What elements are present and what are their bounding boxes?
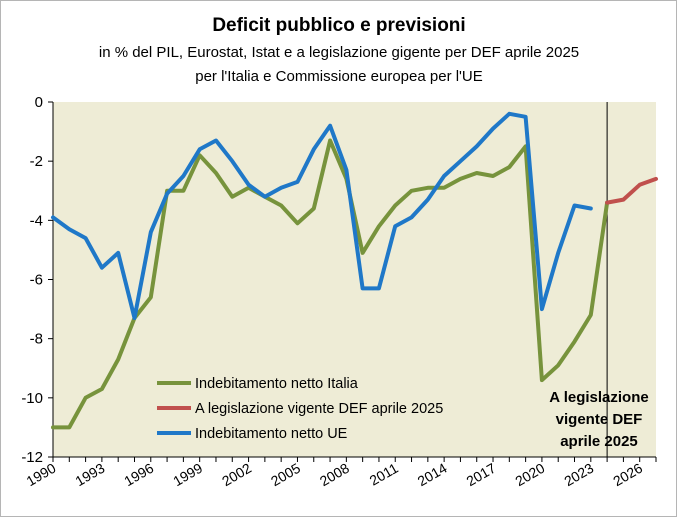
x-tick-label: 1993 xyxy=(72,460,107,490)
legend: Indebitamento netto Italia A legislazion… xyxy=(157,376,443,442)
x-tick-label: 2020 xyxy=(512,460,547,490)
y-tick-label: 0 xyxy=(35,94,43,111)
y-tick-label: -8 xyxy=(30,331,43,348)
y-tick-label: -10 xyxy=(21,390,43,407)
x-tick-label: 2014 xyxy=(415,460,450,490)
chart-subtitle-line-2: per l'Italia e Commissione europea per l… xyxy=(195,68,483,85)
x-tick-label: 2023 xyxy=(561,460,596,490)
x-tick-label: 2008 xyxy=(317,460,352,490)
x-tick-label: 2005 xyxy=(268,460,303,490)
chart-subtitle-line-1: in % del PIL, Eurostat, Istat e a legisl… xyxy=(99,44,579,61)
x-tick-label: 2011 xyxy=(367,460,401,489)
annotation-line-2: vigente DEF xyxy=(556,411,643,428)
series-line-ue xyxy=(51,111,593,320)
series-line-def xyxy=(605,176,658,205)
legend-label-italia: Indebitamento netto Italia xyxy=(195,376,359,392)
legend-label-ue: Indebitamento netto UE xyxy=(195,426,348,442)
forecast-annotation: A legislazione vigente DEF aprile 2025 xyxy=(549,389,648,450)
x-tick-label: 2002 xyxy=(219,460,254,490)
x-tick-label: 2026 xyxy=(610,460,645,490)
y-tick-label: -2 xyxy=(30,153,43,170)
x-tick-label: 2017 xyxy=(464,460,499,490)
y-tick-label: -4 xyxy=(30,212,43,229)
annotation-line-3: aprile 2025 xyxy=(560,433,638,450)
chart-title: Deficit pubblico e previsioni xyxy=(212,15,465,36)
annotation-line-1: A legislazione xyxy=(549,389,648,406)
y-tick-label: -6 xyxy=(30,272,43,289)
x-axis-ticks: 1990 1993 1996 1999 2002 2005 2008 2011 2014 2017… xyxy=(24,457,657,490)
x-tick-label: 1996 xyxy=(121,460,156,490)
y-tick-label: -12 xyxy=(21,449,43,466)
series-line-italia xyxy=(51,138,610,430)
y-axis-ticks: 0 -2 -4 -6 -8 -10 -12 xyxy=(21,94,53,466)
series-lines xyxy=(51,111,658,430)
legend-label-def: A legislazione vigente DEF aprile 2025 xyxy=(195,401,443,417)
x-tick-label: 1999 xyxy=(170,460,205,490)
